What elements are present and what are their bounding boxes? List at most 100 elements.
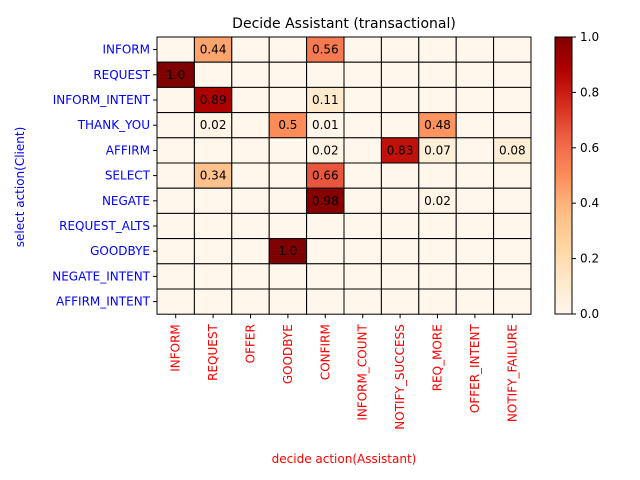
heatmap-cell	[380, 86, 420, 114]
cell-value-label: 0.56	[312, 43, 339, 57]
heatmap-cell	[343, 162, 382, 189]
heatmap-cell	[306, 212, 345, 240]
heatmap-cell	[380, 162, 420, 189]
cell-value-label: 0.83	[387, 143, 414, 157]
colorbar-tick-label: 0.8	[580, 85, 599, 99]
heatmap-cell	[418, 263, 457, 290]
heatmap-cell	[493, 86, 532, 114]
heatmap-cell	[306, 187, 345, 214]
heatmap-cell	[268, 187, 308, 214]
y-tick-label: SELECT	[105, 169, 151, 183]
heatmap-cell	[418, 86, 457, 114]
heatmap-cell	[156, 137, 195, 164]
heatmap-cell	[343, 112, 382, 139]
heatmap-cell	[268, 86, 308, 114]
heatmap-cell	[380, 187, 420, 214]
heatmap-cell	[455, 137, 495, 164]
heatmap-cell	[193, 162, 233, 189]
heatmap-cell	[268, 288, 308, 315]
heatmap-cell	[455, 112, 495, 139]
y-tick-label: THANK_YOU	[77, 118, 150, 132]
chart-title: Decide Assistant (transactional)	[232, 16, 456, 32]
cell-value-label: 1.0	[278, 244, 297, 258]
cell-value-label: 0.11	[312, 93, 339, 107]
heatmap-cell	[455, 187, 495, 214]
heatmap-cell	[231, 212, 270, 240]
colorbar-tick-label: 0.2	[580, 252, 599, 266]
cell-value-label: 0.89	[200, 93, 227, 107]
x-tick-label: GOODBYE	[281, 324, 295, 384]
colorbar-tick-label: 0.4	[580, 196, 599, 210]
heatmap-cell	[231, 137, 270, 164]
heatmap-cell	[455, 36, 495, 63]
heatmap-cell	[418, 288, 457, 315]
heatmap-cell	[306, 288, 345, 315]
heatmap-cell	[455, 263, 495, 290]
x-axis-label: decide action(Assistant)	[272, 452, 417, 466]
x-tick-label: INFORM	[169, 324, 183, 372]
heatmap-cell	[268, 61, 308, 88]
heatmap-cell	[418, 61, 457, 88]
heatmap-cell	[156, 263, 195, 290]
heatmap-cell	[343, 61, 382, 88]
heatmap-cell	[493, 61, 532, 88]
heatmap-cell	[455, 238, 495, 265]
heatmap-cell	[306, 263, 345, 290]
heatmap-cell	[231, 61, 270, 88]
heatmap-cell	[268, 137, 308, 164]
heatmap-cell	[493, 187, 532, 214]
x-tick-label: NOTIFY_SUCCESS	[393, 324, 407, 430]
y-tick-label: REQUEST	[93, 68, 150, 82]
cell-value-label: 0.08	[499, 143, 526, 157]
heatmap-cell	[231, 86, 270, 114]
x-tick-labels: INFORM REQUEST OFFER GOODBYE CONFIRM INFORM_C…	[169, 314, 519, 430]
heatmap-cell	[343, 288, 382, 315]
x-tick-label: OFFER	[244, 324, 258, 363]
heatmap-cell	[343, 238, 382, 265]
y-tick-labels: INFORM REQUEST INFORM_INTENT THANK_YOU AFFIR…	[52, 43, 157, 309]
heatmap-cell	[455, 212, 495, 240]
heatmap-cell	[193, 36, 233, 63]
heatmap-cell	[156, 238, 195, 265]
heatmap-cell	[380, 112, 420, 139]
x-tick-label: OFFER_INTENT	[468, 324, 482, 414]
heatmap-cell	[306, 112, 345, 139]
heatmap-cell	[380, 263, 420, 290]
heatmap-cell	[343, 36, 382, 63]
colorbar-gradient	[554, 36, 573, 315]
cell-value-label: 0.34	[200, 169, 227, 183]
heatmap-cell	[493, 238, 532, 265]
heatmap-cell	[418, 36, 457, 63]
heatmap-cells: 0.44 0.56 1.0 0.89 0.11 0.02 0.5 0.01 0.48 0.02 0.…	[156, 36, 532, 315]
cell-value-label: 0.07	[424, 143, 451, 157]
colorbar-tick-label: 1.0	[580, 30, 599, 44]
heatmap-cell	[455, 61, 495, 88]
heatmap-cell	[156, 288, 195, 315]
heatmap-cell	[306, 137, 345, 164]
heatmap-cell	[156, 212, 195, 240]
cell-value-label: 0.44	[200, 43, 227, 57]
heatmap-cell	[231, 36, 270, 63]
heatmap-cell	[418, 162, 457, 189]
heatmap-cell	[380, 61, 420, 88]
heatmap-cell	[493, 263, 532, 290]
heatmap-cell	[343, 86, 382, 114]
heatmap-cell	[231, 162, 270, 189]
cell-value-label: 0.02	[312, 143, 339, 157]
heatmap-cell	[156, 162, 195, 189]
heatmap-cell	[455, 86, 495, 114]
heatmap-cell	[343, 212, 382, 240]
heatmap-cell	[380, 212, 420, 240]
heatmap-cell	[493, 212, 532, 240]
heatmap-cell	[493, 36, 532, 63]
heatmap-cell	[193, 137, 233, 164]
heatmap-cell	[418, 187, 457, 214]
heatmap-cell	[193, 61, 233, 88]
heatmap-cell	[343, 137, 382, 164]
heatmap-cell	[193, 212, 233, 240]
y-tick-label: REQUEST_ALTS	[59, 219, 150, 233]
heatmap-cell	[231, 263, 270, 290]
x-tick-label: REQ_MORE	[431, 324, 445, 391]
heatmap-cell	[455, 162, 495, 189]
